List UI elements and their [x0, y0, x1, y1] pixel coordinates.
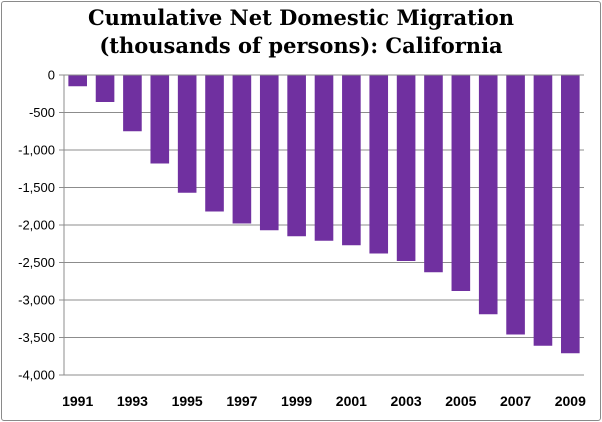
bar-1998 — [259, 75, 279, 231]
y-tick-label: -1,500 — [18, 180, 55, 195]
bar-2007 — [506, 75, 525, 335]
bar-2000 — [314, 75, 334, 241]
x-tick-label: 2009 — [555, 393, 586, 409]
x-tick-label: 2003 — [391, 393, 422, 409]
x-tick-label: 1999 — [281, 393, 312, 409]
x-tick-label: 2007 — [500, 393, 531, 409]
bar-1992 — [95, 75, 115, 102]
bar-2005 — [451, 75, 471, 291]
y-tick-label: -4,000 — [18, 368, 55, 383]
bar-2004 — [424, 75, 443, 273]
x-tick-labels: 1991 1993 1995 1997 1999 2001 2003 2005 2007 2009 — [62, 393, 586, 409]
y-tick-label: -3,500 — [18, 330, 55, 345]
x-tick-label: 1991 — [62, 393, 93, 409]
bar-2006 — [478, 75, 498, 315]
bar-1996 — [205, 75, 224, 212]
bar-2002 — [369, 75, 389, 254]
chart-title-line-1: Cumulative Net Domestic Migration — [87, 5, 515, 30]
bar-1995 — [177, 75, 197, 193]
bar-1991 — [68, 75, 87, 87]
bar-1999 — [287, 75, 306, 237]
x-tick-label: 2001 — [336, 393, 367, 409]
x-tick-label: 1995 — [172, 393, 203, 409]
y-tick-label: 0 — [48, 68, 55, 83]
y-tick-label: -500 — [29, 105, 55, 120]
x-tick-label: 1993 — [117, 393, 148, 409]
y-tick-label: -2,000 — [18, 218, 55, 233]
y-tick-labels: 0 -500 -1,000 -1,500 -2,000 -2,500 -3,000 -3,50… — [18, 68, 55, 383]
bar-2003 — [396, 75, 416, 261]
bar-1994 — [150, 75, 170, 164]
x-tick-label: 2005 — [445, 393, 476, 409]
y-tick-label: -1,000 — [18, 143, 55, 158]
bar-1993 — [123, 75, 142, 132]
bar-2001 — [342, 75, 361, 246]
y-tick-label: -3,000 — [18, 293, 55, 308]
bar-2008 — [533, 75, 553, 346]
bar-2009 — [561, 75, 580, 354]
axes — [63, 74, 584, 375]
bar-1997 — [232, 75, 252, 224]
y-tick-label: -2,500 — [18, 255, 55, 270]
chart-title-line-2: (thousands of persons): California — [99, 33, 503, 58]
x-tick-label: 1997 — [226, 393, 257, 409]
bars — [68, 75, 580, 354]
chart-title: Cumulative Net Domestic Migration (thous… — [0, 4, 602, 60]
